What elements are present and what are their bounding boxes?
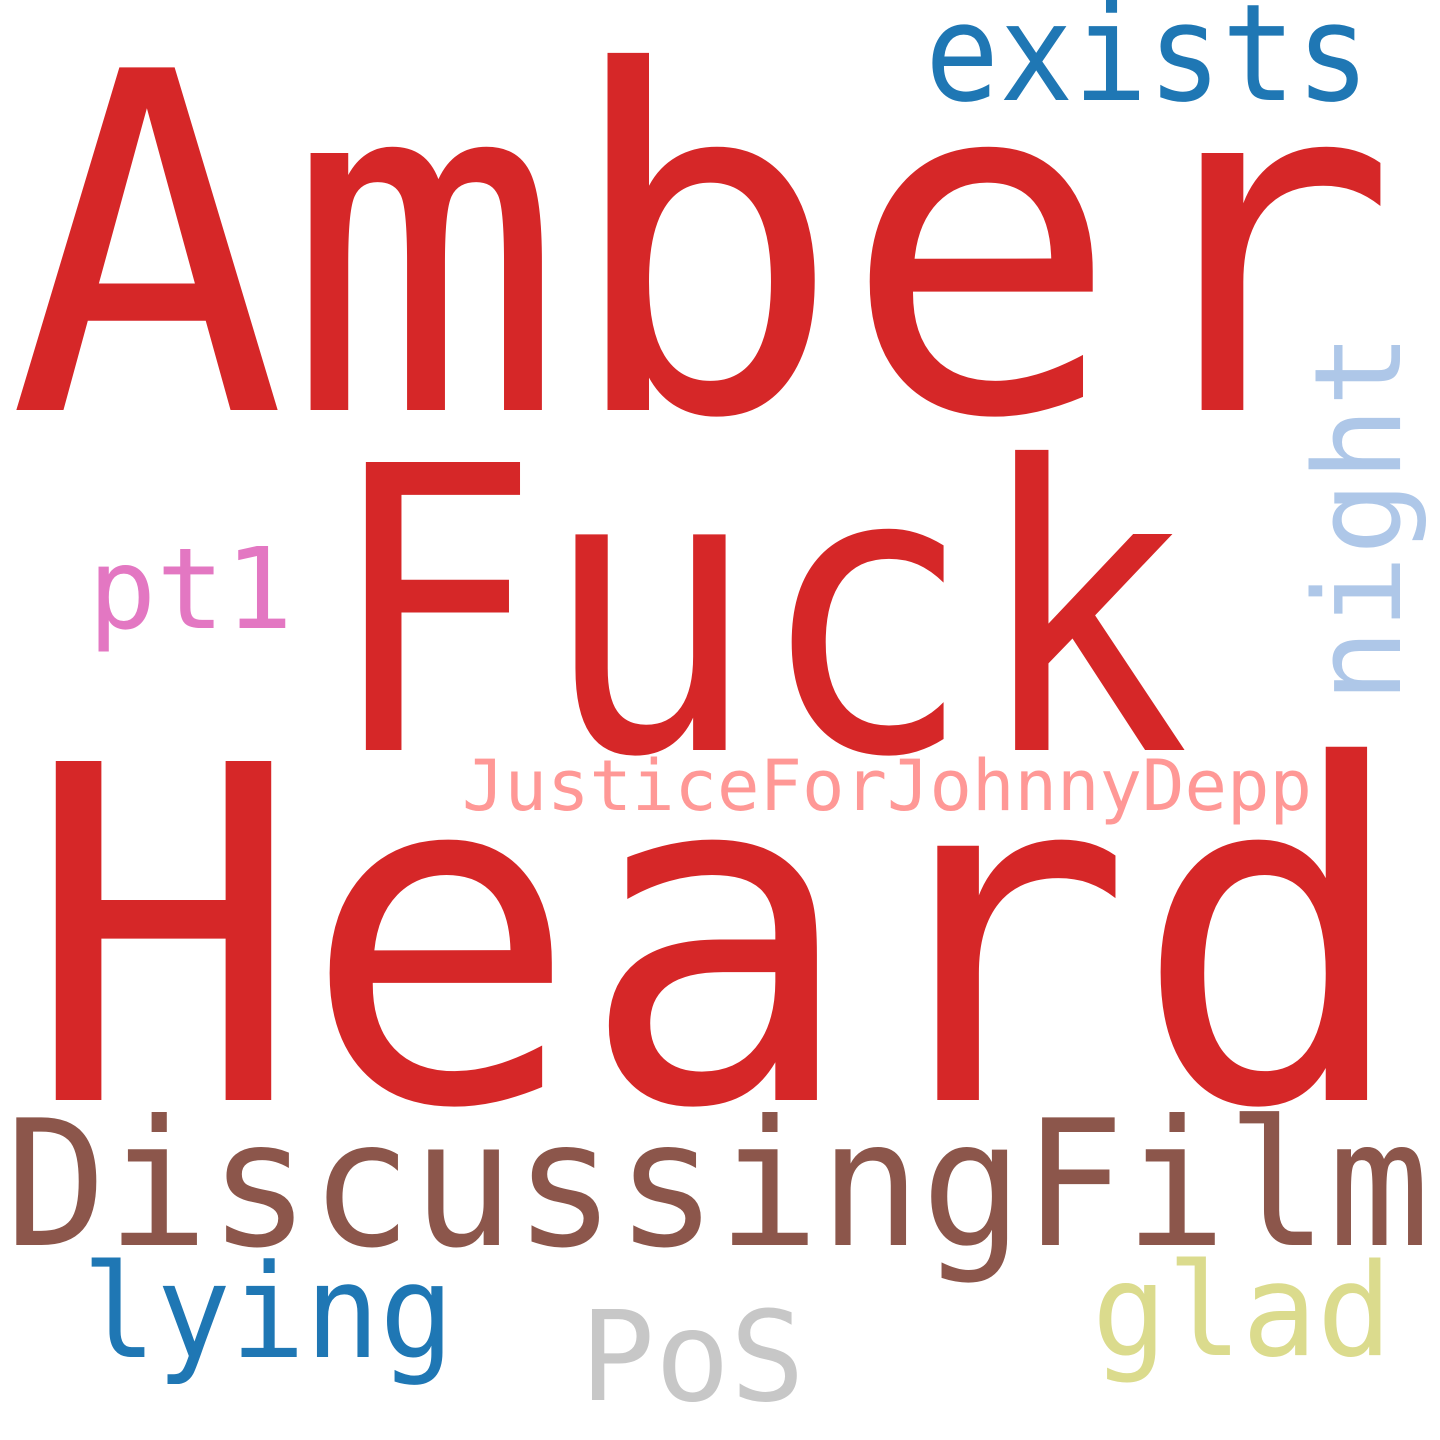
word-fuck: Fuck [325,384,1190,844]
word-pos: PoS [580,1285,805,1430]
word-night: night [1290,333,1429,703]
word-lying: lying [82,1236,454,1388]
word-pt1: pt1 [88,525,293,655]
word-discussingfilm: DiscussingFilm [5,1084,1430,1287]
word-glad: glad [1092,1237,1392,1386]
word-exists: exists [925,0,1370,132]
word-justicefor: JusticeForJohnnyDepp [462,745,1312,827]
word-amber: Amber [8,0,1398,521]
word-heard: Heard [25,668,1410,1210]
